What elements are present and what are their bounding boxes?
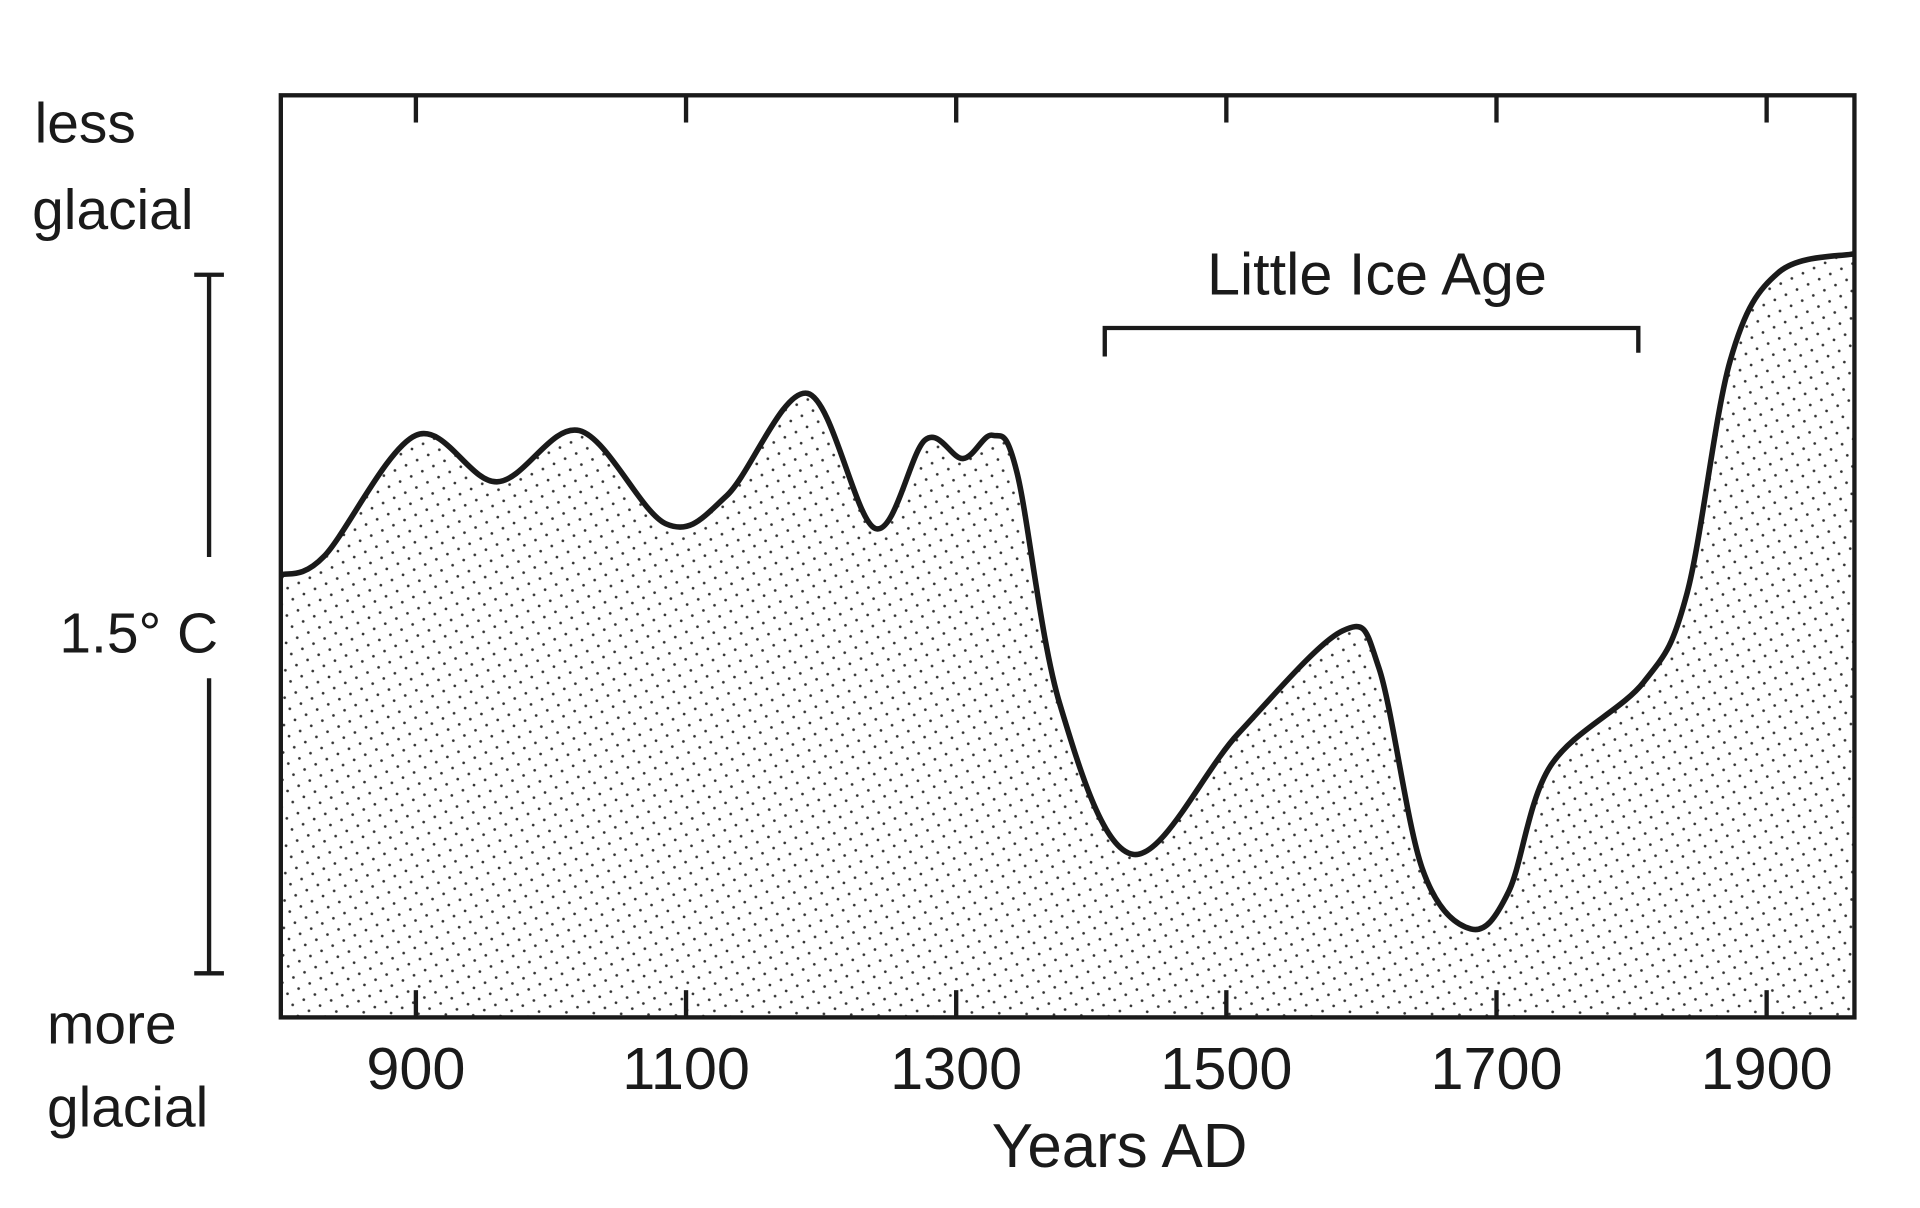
x-tick-label-1900: 1900 (1701, 1035, 1833, 1102)
x-tick-label-1700: 1700 (1430, 1035, 1562, 1102)
y-label-top-line1: less (35, 91, 136, 155)
temperature-curve (279, 250, 1856, 933)
x-tick-label-900: 900 (366, 1035, 465, 1102)
x-tick-label-1100: 1100 (622, 1035, 750, 1102)
little-ice-age-label: Little Ice Age (1207, 241, 1547, 308)
x-tick-label-1500: 1500 (1160, 1035, 1292, 1102)
scale-bar-label: 1.5° C (59, 601, 218, 665)
x-axis-label: Years AD (992, 1112, 1248, 1181)
x-tick-label-1300: 1300 (890, 1035, 1022, 1102)
plot-frame (278, 93, 1857, 1020)
little-ice-age-bracket (1102, 325, 1641, 357)
y-label-bottom-line2: glacial (47, 1075, 208, 1139)
y-label-top-line2: glacial (32, 178, 193, 242)
y-label-bottom-line1: more (47, 992, 177, 1056)
stippled-area-fill (280, 253, 1855, 1018)
